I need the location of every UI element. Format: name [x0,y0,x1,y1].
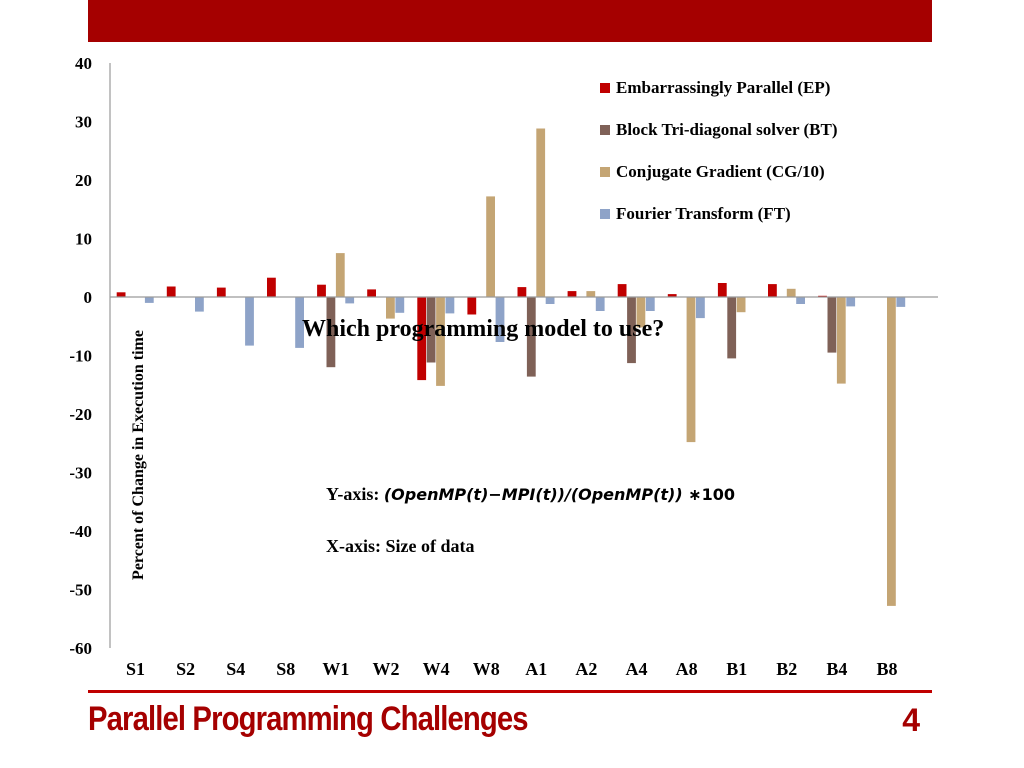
legend-label-0: Embarrassingly Parallel (EP) [616,78,830,97]
x-tick-label-S8: S8 [276,659,295,679]
bar-W4-series-1 [426,297,436,363]
bar-A4-series-1 [627,297,636,364]
bar-A4-series-0 [617,284,627,297]
bar-B4-series-2 [836,297,846,384]
x-tick-label-B2: B2 [776,659,797,679]
page-number: 4 [902,702,920,738]
bar-A8-series-2 [686,297,696,443]
y-tick-label: -10 [69,347,92,366]
bar-W1-series-2 [335,253,345,297]
footer-title: Parallel Programming Challenges [88,700,529,738]
y-tick-label: 10 [75,230,92,249]
x-tick-label-W2: W2 [373,659,400,679]
bar-A2-series-3 [595,297,605,311]
legend-swatch-2 [600,167,610,177]
bar-B1-series-1 [727,297,737,359]
y-axis-formula: (OpenMP(t)−MPI(t))/(OpenMP(t)) [383,485,683,504]
bar-B4-series-3 [846,297,856,307]
y-tick-label: -40 [69,522,92,541]
legend-swatch-1 [600,125,610,135]
bar-B2-series-3 [796,297,805,304]
y-tick-label: -30 [69,464,92,483]
bar-W4-series-3 [445,297,455,314]
bar-A4-series-2 [636,297,646,328]
bar-A4-series-3 [645,297,655,311]
bar-B2-series-2 [786,288,796,297]
x-tick-label-A8: A8 [676,659,698,679]
y-axis-label: Percent of Change in Execution time [130,330,147,580]
bar-S8-series-3 [295,297,304,348]
x-tick-label-B4: B4 [826,659,847,679]
bar-S2-series-0 [166,286,176,297]
bar-A8-series-3 [696,297,705,319]
legend-swatch-0 [600,83,610,93]
bar-A8-series-0 [667,294,677,297]
bar-B2-series-0 [768,284,777,297]
bar-S1-series-0 [116,292,126,297]
x-tick-label-A4: A4 [626,659,648,679]
bar-S8-series-0 [267,277,276,297]
y-tick-label: -20 [69,405,92,424]
bar-W2-series-3 [395,297,405,313]
x-tick-label-W8: W8 [473,659,500,679]
bar-S4-series-0 [216,287,226,297]
header-bar [88,0,932,42]
x-tick-label-W4: W4 [423,659,450,679]
bar-A1-series-3 [545,297,555,304]
x-axis-note: X-axis: Size of data [326,536,475,556]
bar-B8-series-2 [887,297,896,606]
bar-W1-series-1 [326,297,336,368]
bar-W2-series-0 [367,289,376,297]
bar-A1-series-0 [517,287,527,297]
bar-W1-series-0 [317,284,326,297]
bar-W8-series-0 [467,297,477,315]
y-tick-label: 20 [75,171,92,190]
y-axis-formula-multiplier: ∗100 [682,485,736,504]
x-tick-label-S2: S2 [176,659,195,679]
x-tick-label-A2: A2 [575,659,597,679]
bar-A1-series-2 [536,128,546,297]
bar-A1-series-1 [526,297,536,377]
bar-W8-series-2 [486,196,495,297]
bar-W2-series-2 [386,297,395,319]
y-tick-label: 40 [75,54,92,73]
legend-label-2: Conjugate Gradient (CG/10) [616,162,825,181]
bar-S2-series-3 [195,297,204,312]
x-tick-label-W1: W1 [322,659,349,679]
bar-B4-series-1 [827,297,837,353]
y-tick-label: -50 [69,581,92,600]
x-tick-label-A1: A1 [525,659,547,679]
bar-B1-series-0 [717,283,727,297]
bar-W1-series-3 [345,297,355,304]
bar-W4-series-0 [417,297,427,381]
bar-B1-series-2 [736,297,746,313]
bar-A2-series-2 [586,291,596,297]
y-tick-label: 30 [75,113,92,132]
legend-label-1: Block Tri-diagonal solver (BT) [616,120,838,139]
x-tick-label-B8: B8 [876,659,897,679]
bar-W4-series-2 [436,297,445,386]
overlay-question: Which programming model to use? [302,316,665,342]
y-tick-label: -60 [69,639,92,658]
bar-S4-series-3 [245,297,254,346]
bar-A2-series-0 [567,291,577,297]
y-axis-note-prefix: Y-axis: [326,484,384,504]
x-tick-label-S4: S4 [226,659,245,679]
x-tick-label-S1: S1 [126,659,145,679]
footer-divider [88,690,932,693]
legend-label-3: Fourier Transform (FT) [616,204,791,223]
y-tick-label: 0 [84,288,93,307]
bar-W8-series-3 [495,297,505,342]
legend-swatch-3 [600,209,610,219]
y-axis-formula-note: Y-axis: (OpenMP(t)−MPI(t))/(OpenMP(t)) ∗… [326,484,735,505]
bar-S1-series-3 [144,297,154,303]
bar-B8-series-3 [896,297,906,307]
x-tick-label-B1: B1 [726,659,747,679]
